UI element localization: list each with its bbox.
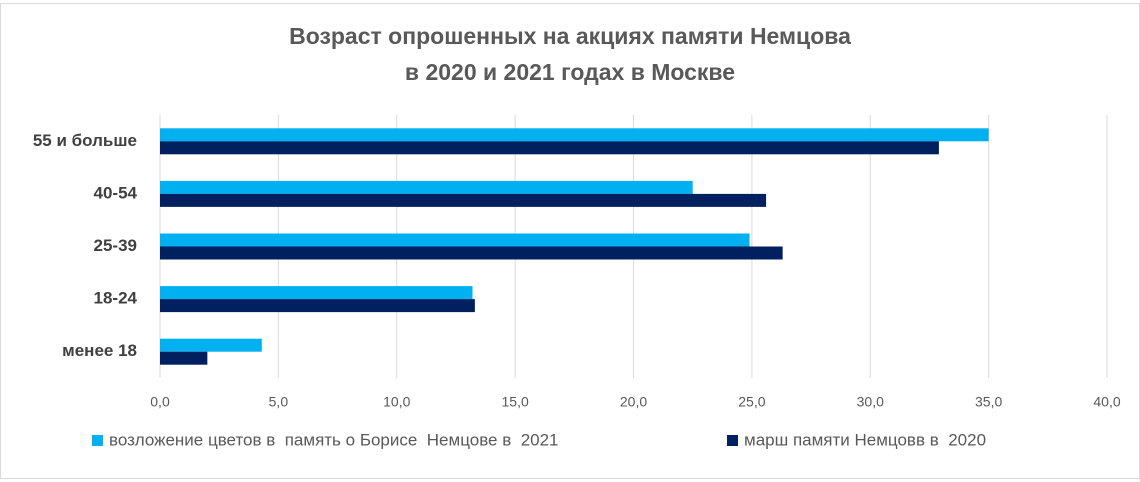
- bar: [160, 246, 783, 260]
- x-tick-label: 25,0: [738, 394, 765, 410]
- x-tick-label: 20,0: [620, 394, 647, 410]
- legend-label: возложение цветов в память о Борисе Немц…: [109, 430, 559, 449]
- legend-swatch: [92, 435, 103, 446]
- chart-title: в 2020 и 2021 годах в Москве: [405, 59, 735, 85]
- legend-swatch: [727, 435, 738, 446]
- y-tick-label: менее 18: [62, 341, 137, 360]
- x-tick-label: 35,0: [975, 394, 1002, 410]
- y-tick-label: 18-24: [94, 289, 138, 308]
- bar: [160, 128, 989, 142]
- y-tick-label: 25-39: [94, 236, 137, 255]
- y-tick-label: 40-54: [94, 183, 138, 202]
- bar: [160, 180, 693, 194]
- x-tick-label: 5,0: [269, 394, 289, 410]
- y-tick-label: 55 и больше: [33, 131, 137, 150]
- x-tick-label: 15,0: [502, 394, 529, 410]
- bar: [160, 351, 208, 365]
- x-tick-label: 30,0: [857, 394, 884, 410]
- bar: [160, 299, 475, 313]
- bar: [160, 141, 939, 155]
- bar: [160, 286, 473, 300]
- x-tick-label: 0,0: [150, 394, 170, 410]
- chart-title: Возраст опрошенных на акциях памяти Немц…: [289, 23, 851, 49]
- bar: [160, 338, 262, 352]
- legend-label: марш памяти Немцовв в 2020: [744, 430, 986, 449]
- bar: [160, 233, 750, 247]
- bar: [160, 193, 767, 207]
- x-tick-label: 40,0: [1093, 394, 1120, 410]
- x-tick-label: 10,0: [383, 394, 410, 410]
